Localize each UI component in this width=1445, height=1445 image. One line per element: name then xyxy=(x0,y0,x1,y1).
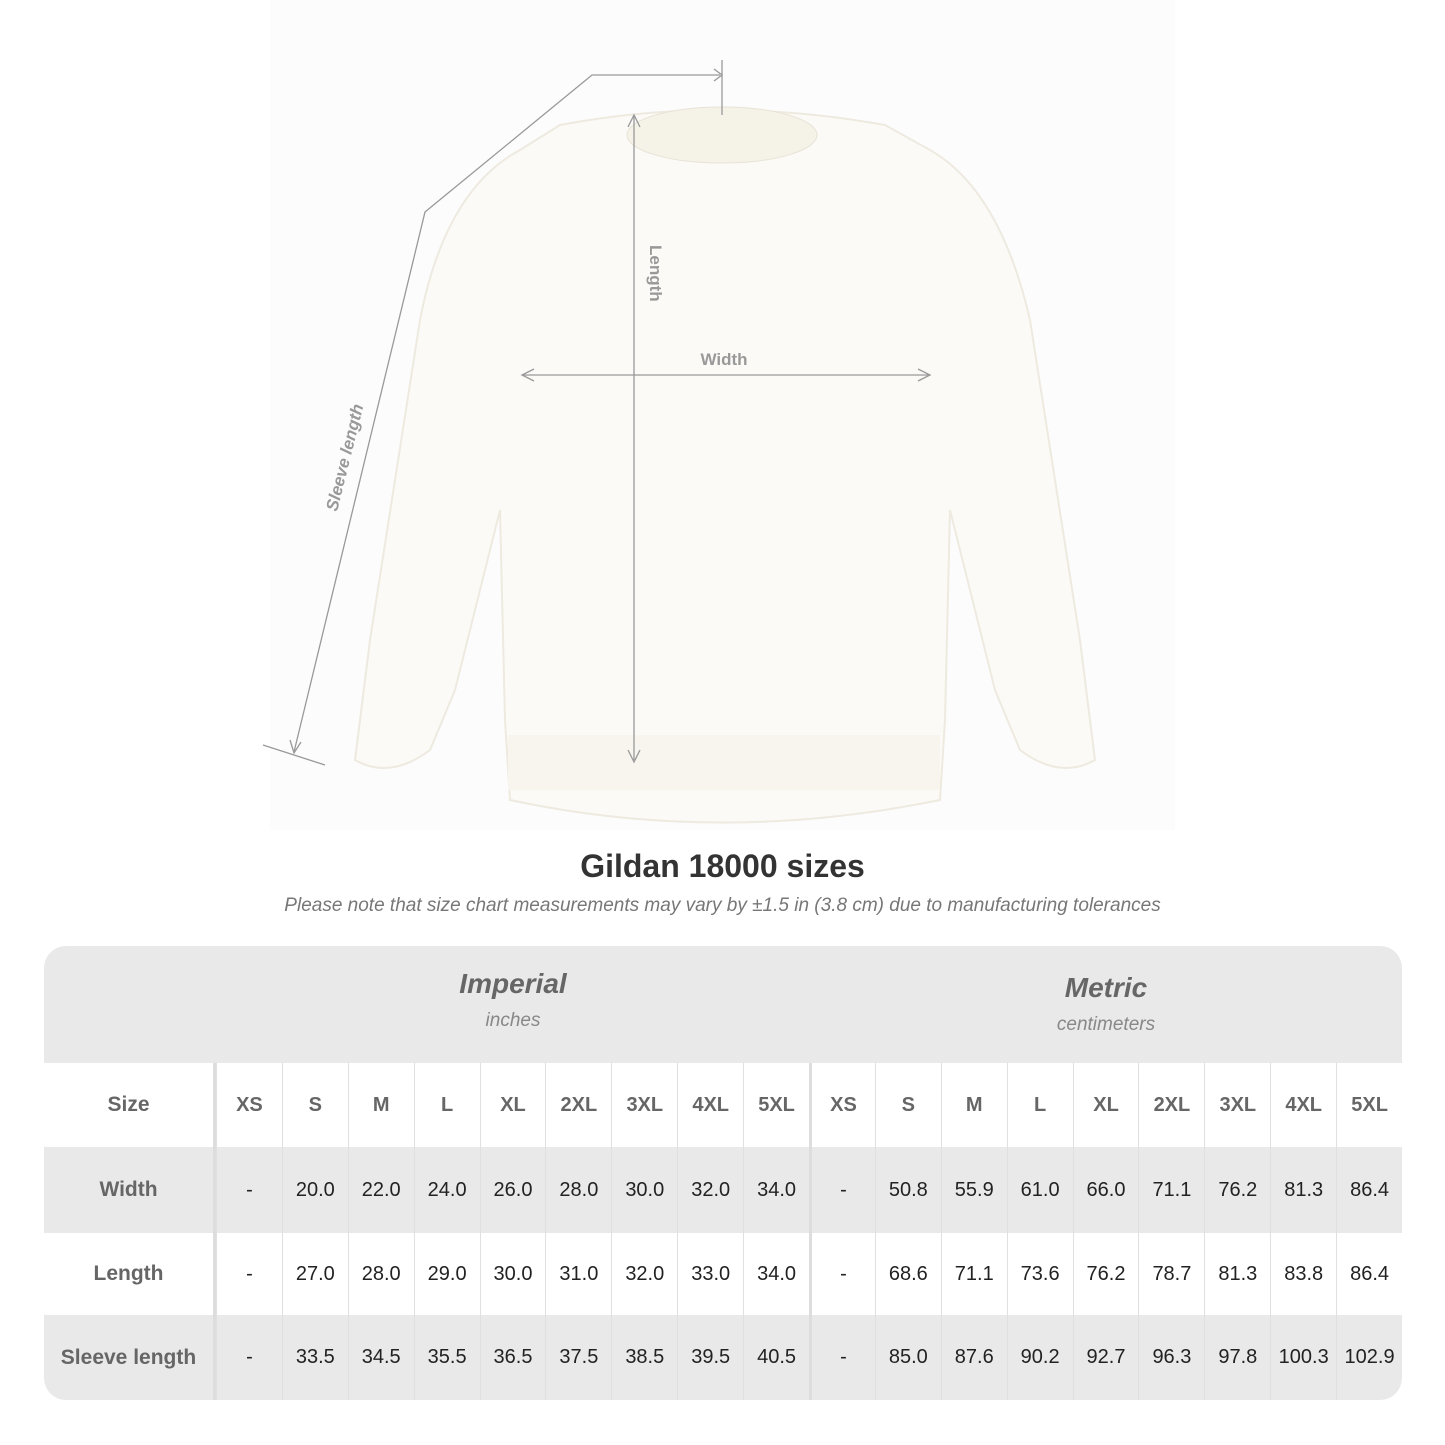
size-label: Size xyxy=(44,1063,216,1147)
metric-value-cell: 78.7 xyxy=(1138,1233,1204,1315)
metric-size-header: 3XL xyxy=(1204,1063,1270,1147)
imperial-size-header: 2XL xyxy=(545,1063,611,1147)
metric-value-cell: 68.6 xyxy=(874,1233,941,1315)
imperial-value-cell: 30.0 xyxy=(611,1147,677,1233)
metric-value-cell: 83.8 xyxy=(1270,1233,1336,1315)
imperial-value-cell: - xyxy=(216,1233,282,1315)
imperial-size-header: L xyxy=(413,1063,480,1147)
imperial-value-cell: - xyxy=(216,1315,282,1400)
imperial-value-cell: 32.0 xyxy=(677,1147,743,1233)
imperial-value-cell: - xyxy=(216,1147,282,1233)
metric-value-cell: 96.3 xyxy=(1138,1315,1204,1400)
metric-value-cell: 86.4 xyxy=(1336,1233,1402,1315)
imperial-value-cell: 24.0 xyxy=(413,1147,480,1233)
metric-title: Metric xyxy=(1064,972,1148,1003)
imperial-value-cell: 34.0 xyxy=(743,1233,809,1315)
imperial-value-cell: 30.0 xyxy=(479,1233,546,1315)
imperial-value-cell: 33.0 xyxy=(677,1233,743,1315)
metric-subtitle: centimeters xyxy=(1056,1014,1156,1035)
metric-value-cell: - xyxy=(809,1233,875,1315)
metric-size-header: XS xyxy=(809,1063,875,1147)
imperial-value-cell: 20.0 xyxy=(281,1147,348,1233)
table-row: Length -27.0 28.0 29.0 30.0 31.0 32.0 33.0 34.0-… xyxy=(44,1233,1402,1315)
imperial-value-cell: 26.0 xyxy=(479,1147,546,1233)
imperial-size-header: XS xyxy=(216,1063,282,1147)
imperial-value-cell: 28.0 xyxy=(545,1147,611,1233)
imperial-value-cell: 36.5 xyxy=(479,1315,546,1400)
metric-value-cell: - xyxy=(809,1147,875,1233)
metric-size-header: S xyxy=(874,1063,941,1147)
size-header-row: Size XS S M L XL 2XL 3XL 4XL 5XL XS S M L XL 2XL 3XL 4XL 5… xyxy=(44,1063,1402,1147)
metric-size-header: 4XL xyxy=(1270,1063,1336,1147)
imperial-value-cell: 27.0 xyxy=(281,1233,348,1315)
metric-value-cell: 87.6 xyxy=(940,1315,1007,1400)
metric-size-header: XL xyxy=(1072,1063,1139,1147)
metric-value-cell: 66.0 xyxy=(1072,1147,1139,1233)
metric-value-cell: 71.1 xyxy=(940,1233,1007,1315)
imperial-value-cell: 29.0 xyxy=(413,1233,480,1315)
metric-value-cell: 76.2 xyxy=(1072,1233,1139,1315)
metric-value-cell: 102.9 xyxy=(1336,1315,1402,1400)
metric-value-cell: 81.3 xyxy=(1270,1147,1336,1233)
metric-value-cell: 92.7 xyxy=(1072,1315,1139,1400)
metric-value-cell: 73.6 xyxy=(1006,1233,1073,1315)
imperial-title: Imperial xyxy=(459,968,567,999)
metric-size-header: L xyxy=(1006,1063,1073,1147)
metric-value-cell: 71.1 xyxy=(1138,1147,1204,1233)
metric-value-cell: 55.9 xyxy=(940,1147,1007,1233)
metric-value-cell: - xyxy=(809,1315,875,1400)
sweatshirt-diagram: Length Width Sleeve length xyxy=(262,60,1097,824)
units-header: Imperial inches Metric centimeters xyxy=(44,946,1402,1063)
metric-size-header: 5XL xyxy=(1336,1063,1402,1147)
imperial-value-cell: 28.0 xyxy=(347,1233,414,1315)
metric-header: Metric centimeters xyxy=(810,972,1402,1036)
imperial-size-header: 5XL xyxy=(743,1063,809,1147)
imperial-size-header: 3XL xyxy=(611,1063,677,1147)
metric-value-cell: 85.0 xyxy=(874,1315,941,1400)
length-label: Length xyxy=(646,245,665,302)
tolerance-note: Please note that size chart measurements… xyxy=(284,895,1161,916)
imperial-value-cell: 34.0 xyxy=(743,1147,809,1233)
imperial-value-cell: 32.0 xyxy=(611,1233,677,1315)
metric-value-cell: 90.2 xyxy=(1006,1315,1073,1400)
imperial-size-header: 4XL xyxy=(677,1063,743,1147)
imperial-value-cell: 31.0 xyxy=(545,1233,611,1315)
imperial-subtitle: inches xyxy=(485,1010,541,1031)
page-title: Gildan 18000 sizes xyxy=(580,848,865,884)
metric-value-cell: 50.8 xyxy=(874,1147,941,1233)
imperial-value-cell: 22.0 xyxy=(347,1147,414,1233)
imperial-size-header: M xyxy=(347,1063,414,1147)
width-label: Width xyxy=(700,350,747,369)
imperial-value-cell: 38.5 xyxy=(611,1315,677,1400)
imperial-size-header: XL xyxy=(479,1063,546,1147)
metric-value-cell: 76.2 xyxy=(1204,1147,1270,1233)
sweatshirt-image xyxy=(353,109,1097,824)
metric-value-cell: 97.8 xyxy=(1204,1315,1270,1400)
metric-size-header: 2XL xyxy=(1138,1063,1204,1147)
imperial-value-cell: 34.5 xyxy=(347,1315,414,1400)
imperial-value-cell: 35.5 xyxy=(413,1315,480,1400)
sleeve-line xyxy=(293,74,720,753)
row-label: Width xyxy=(44,1147,216,1233)
imperial-value-cell: 39.5 xyxy=(677,1315,743,1400)
row-label: Sleeve length xyxy=(44,1315,216,1400)
metric-value-cell: 81.3 xyxy=(1204,1233,1270,1315)
table-row: Width -20.0 22.0 24.0 26.0 28.0 30.0 32.0 34.0-5… xyxy=(44,1147,1402,1233)
table-row: Sleeve length -33.5 34.5 35.5 36.5 37.5 38.5 39… xyxy=(44,1315,1402,1400)
metric-value-cell: 100.3 xyxy=(1270,1315,1336,1400)
imperial-size-header: S xyxy=(281,1063,348,1147)
imperial-header: Imperial inches xyxy=(216,968,810,1032)
metric-value-cell: 86.4 xyxy=(1336,1147,1402,1233)
metric-value-cell: 61.0 xyxy=(1006,1147,1073,1233)
row-label: Length xyxy=(44,1233,216,1315)
size-table: Imperial inches Metric centimeters Size X… xyxy=(44,946,1402,1400)
imperial-value-cell: 40.5 xyxy=(743,1315,809,1400)
imperial-value-cell: 37.5 xyxy=(545,1315,611,1400)
imperial-value-cell: 33.5 xyxy=(281,1315,348,1400)
metric-size-header: M xyxy=(940,1063,1007,1147)
